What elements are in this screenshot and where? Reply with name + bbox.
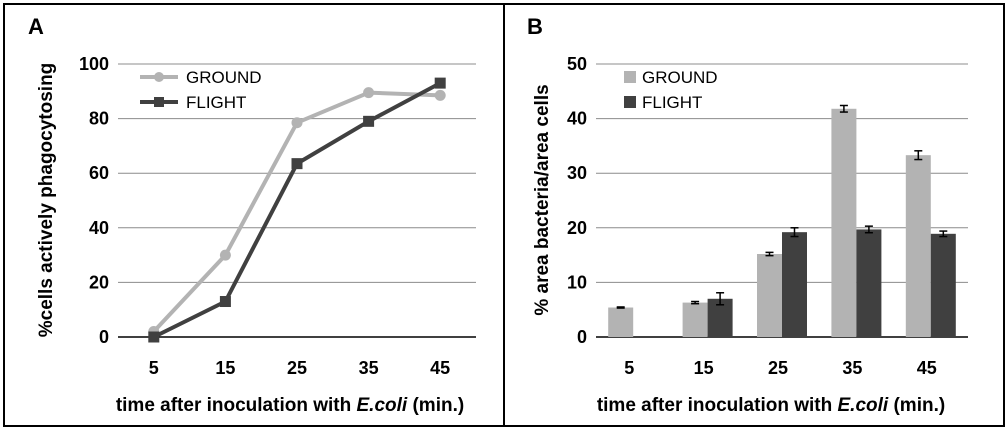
y-tick-label: 80: [89, 109, 109, 129]
y-tick-label: 20: [89, 272, 109, 292]
y-tick-label: 60: [89, 163, 109, 183]
data-point-flight: [219, 296, 231, 308]
x-tick-label: 25: [287, 358, 307, 378]
x-tick-label: 45: [917, 358, 937, 378]
panel-a-x-title-italic: E.coli: [357, 395, 408, 416]
panel-b-y-tick-labels: 0 10 20 30 40 50: [567, 54, 587, 347]
panel-b-letter: B: [527, 14, 543, 39]
panel-a-legend: GROUND FLIGHT: [140, 68, 262, 112]
y-tick-label: 30: [567, 163, 587, 183]
data-point-flight: [291, 158, 303, 170]
legend-flight-label: FLIGHT: [186, 93, 246, 112]
panel-a-series: [148, 77, 446, 343]
bar-ground: [608, 307, 634, 337]
x-tick-label: 5: [149, 358, 159, 378]
panel-a: A 0 20 40 60 80 100 5 15 25 35 45 GROUND FLIGHT %…: [3, 3, 505, 427]
y-tick-label: 0: [99, 327, 109, 347]
y-tick-label: 40: [567, 109, 587, 129]
panel-a-frame: [3, 3, 505, 427]
panel-b-x-title-suffix: (min.): [888, 395, 945, 416]
x-tick-label: 25: [768, 358, 788, 378]
panel-a-x-tick-labels: 5 15 25 35 45: [149, 358, 450, 378]
panel-b-x-title-prefix: time after inoculation with: [597, 395, 838, 416]
panel-b-y-axis-title: % area bacteria/area cells: [532, 84, 553, 315]
legend-ground-marker: [154, 72, 164, 82]
data-point-flight: [148, 331, 160, 343]
panel-a-x-axis-title: time after inoculation with E.coli (min.…: [116, 395, 464, 416]
legend-ground-label: GROUND: [642, 68, 718, 87]
data-point-ground: [291, 117, 303, 129]
data-point-ground: [363, 87, 375, 99]
data-point-ground: [434, 89, 446, 101]
y-tick-label: 100: [79, 54, 109, 74]
legend-flight-marker: [154, 97, 164, 107]
panel-b-x-axis-title: time after inoculation with E.coli (min.…: [597, 395, 945, 416]
y-tick-label: 20: [567, 218, 587, 238]
legend-ground-swatch: [624, 71, 636, 83]
panel-a-x-title-suffix: (min.): [407, 395, 464, 416]
panel-a-y-tick-labels: 0 20 40 60 80 100: [79, 54, 109, 347]
panel-b: B 0 10 20 30 40 50 5 15 25 35 45 GROUND FLIGHT % …: [503, 3, 1005, 427]
panel-b-x-tick-labels: 5 15 25 35 45: [624, 358, 937, 378]
x-tick-label: 35: [842, 358, 862, 378]
x-tick-label: 45: [430, 358, 450, 378]
legend-flight-label: FLIGHT: [642, 93, 702, 112]
legend-ground-label: GROUND: [186, 68, 262, 87]
x-tick-label: 15: [694, 358, 714, 378]
legend-flight-swatch: [624, 96, 636, 108]
data-point-flight: [434, 77, 446, 89]
x-tick-label: 5: [624, 358, 634, 378]
panel-b-x-title-italic: E.coli: [838, 395, 889, 416]
x-tick-label: 15: [215, 358, 235, 378]
bar-ground: [831, 108, 857, 337]
y-tick-label: 0: [577, 327, 587, 347]
data-point-flight: [363, 115, 375, 127]
panel-a-x-title-prefix: time after inoculation with: [116, 395, 357, 416]
y-tick-label: 10: [567, 272, 587, 292]
bar-flight: [930, 233, 956, 337]
y-tick-label: 40: [89, 218, 109, 238]
panel-a-y-axis-title: %cells actively phagocytosing: [36, 63, 57, 338]
data-point-ground: [219, 249, 231, 261]
panel-a-letter: A: [28, 14, 44, 39]
panel-b-bars: [608, 104, 956, 337]
y-tick-label: 50: [567, 54, 587, 74]
bar-ground: [905, 155, 931, 337]
bar-ground: [682, 302, 708, 337]
panel-b-legend: GROUND FLIGHT: [624, 68, 718, 112]
x-tick-label: 35: [359, 358, 379, 378]
bar-flight: [856, 229, 882, 337]
bar-ground: [757, 254, 782, 337]
bar-flight: [782, 232, 807, 337]
